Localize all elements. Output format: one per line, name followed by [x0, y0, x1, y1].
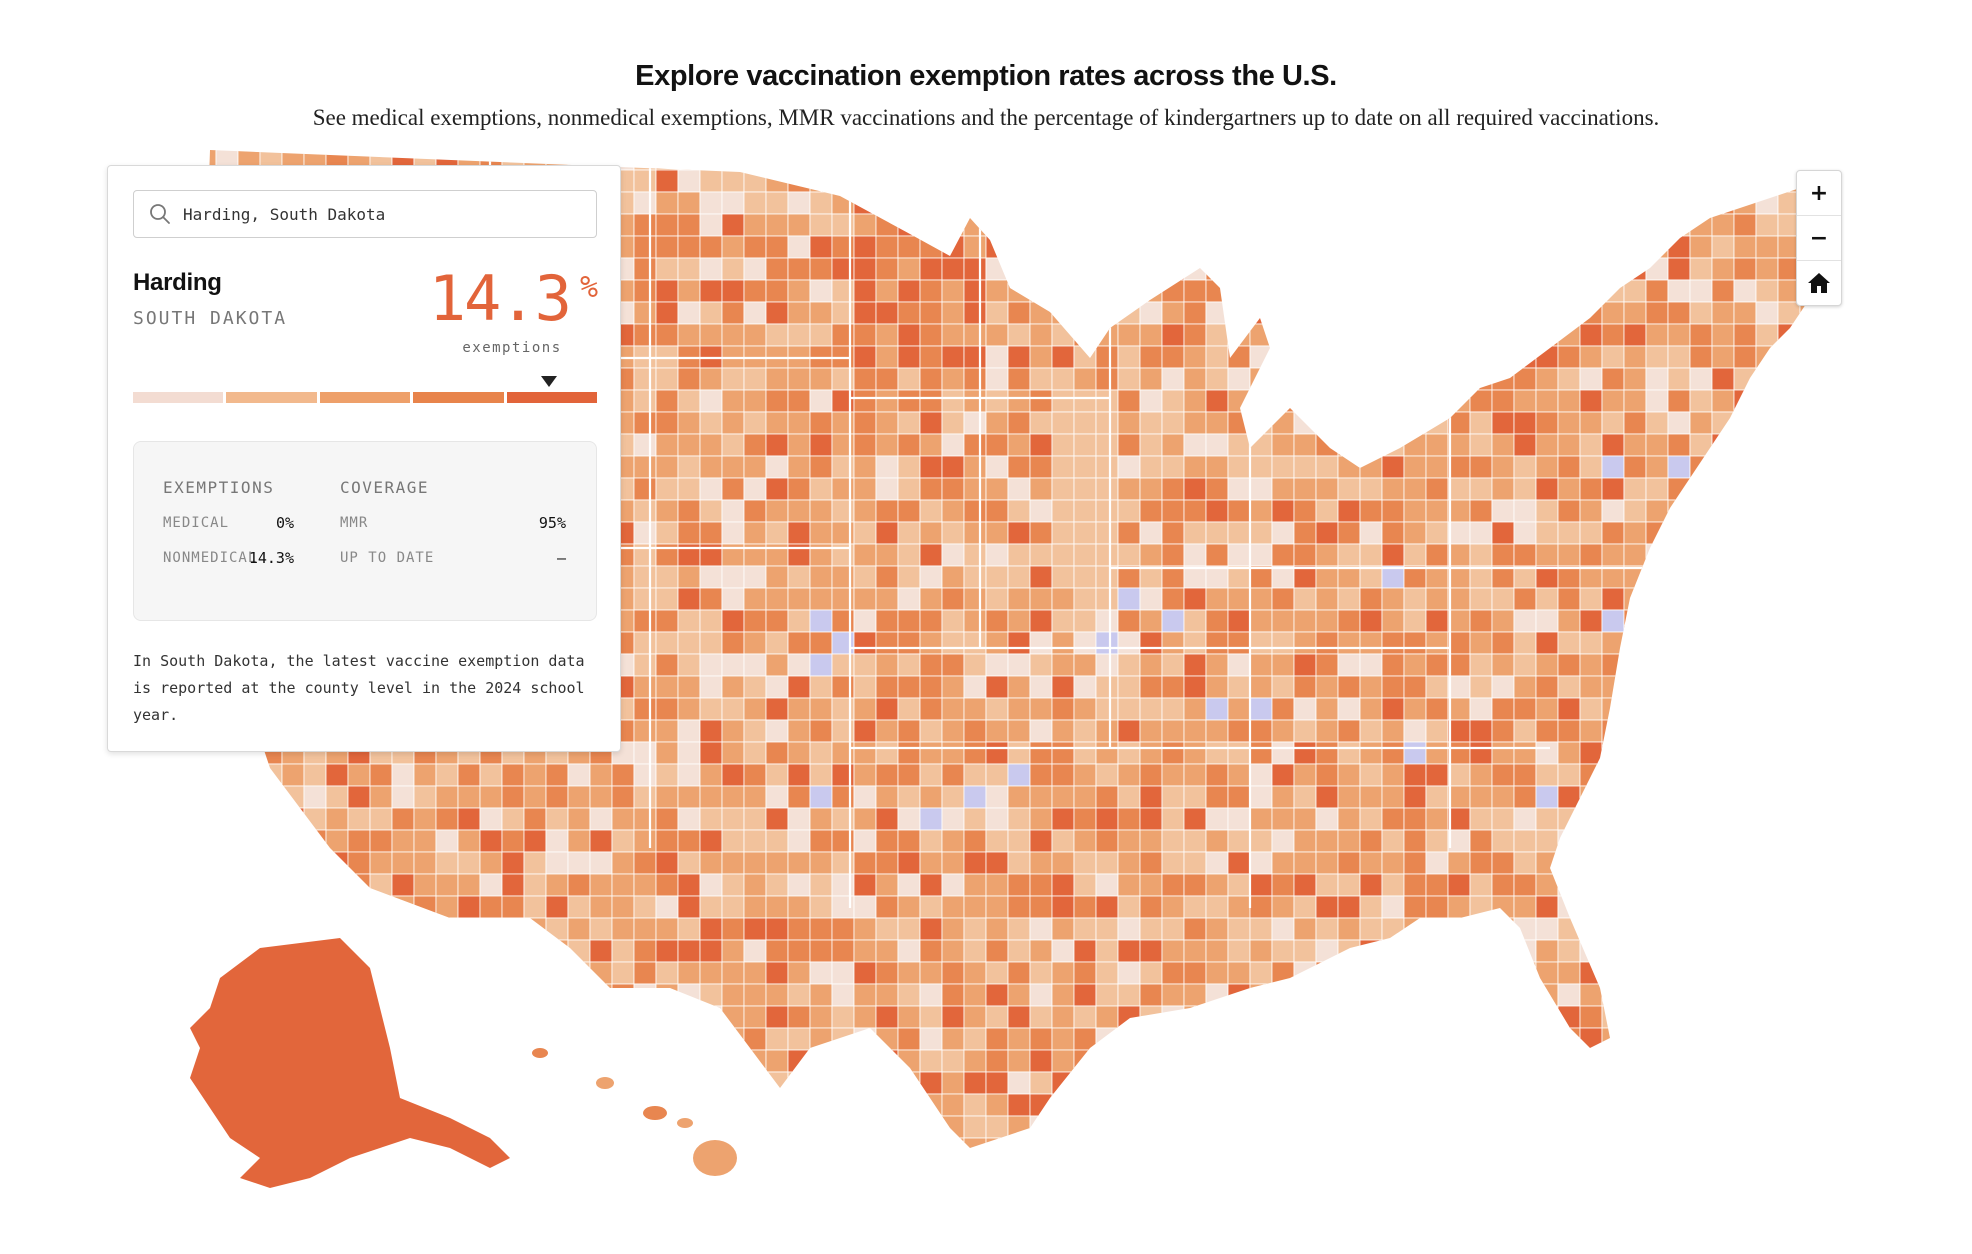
legend-segment-5 — [506, 392, 598, 403]
exemptions-header: EXEMPTIONS — [163, 478, 275, 497]
search-value: Harding, South Dakota — [183, 204, 386, 224]
nonmedical-label: NONMEDICAL — [163, 550, 258, 566]
page-subtitle: See medical exemptions, nonmedical exemp… — [312, 105, 1660, 130]
county-info-panel: Harding, South Dakota Harding SOUTH DAKO… — [107, 165, 621, 752]
legend-segment-4 — [413, 392, 504, 403]
coverage-header: COVERAGE — [340, 478, 430, 497]
mmr-label: MMR — [340, 515, 369, 531]
nonmedical-value: 14.3% — [248, 549, 294, 567]
home-button[interactable] — [1797, 261, 1841, 305]
state-name: SOUTH DAKOTA — [133, 308, 288, 329]
zoom-out-button[interactable]: − — [1797, 216, 1841, 261]
search-input[interactable]: Harding, South Dakota — [133, 190, 597, 238]
color-legend — [133, 392, 598, 403]
page-title: Explore vaccination exemption rates acro… — [635, 60, 1337, 92]
legend-position-marker — [541, 376, 557, 387]
home-icon — [1808, 273, 1830, 293]
legend-segment-1 — [133, 392, 224, 403]
up-to-date-label: UP TO DATE — [340, 550, 435, 566]
exemption-rate-label: exemptions — [462, 340, 562, 356]
search-icon — [150, 204, 170, 224]
zoom-controls: + − — [1796, 170, 1842, 306]
alaska-region[interactable] — [180, 928, 520, 1198]
medical-value: 0% — [275, 514, 294, 532]
mmr-value: 95% — [538, 514, 566, 532]
exemption-rate-value: 14.3 — [428, 262, 572, 335]
legend-segment-2 — [226, 392, 317, 403]
data-note: In South Dakota, the latest vaccine exem… — [133, 652, 585, 724]
page-header: Explore vaccination exemption rates acro… — [0, 56, 1972, 134]
stats-box: EXEMPTIONS COVERAGE MEDICAL 0% NONMEDICA… — [133, 441, 597, 621]
hawaii-region[interactable] — [532, 1048, 737, 1176]
exemption-rate-unit: % — [579, 270, 598, 305]
legend-segment-3 — [319, 392, 411, 403]
zoom-in-button[interactable]: + — [1797, 171, 1841, 216]
up-to-date-value: – — [556, 549, 566, 567]
medical-label: MEDICAL — [163, 515, 230, 531]
county-name: Harding — [133, 269, 222, 296]
